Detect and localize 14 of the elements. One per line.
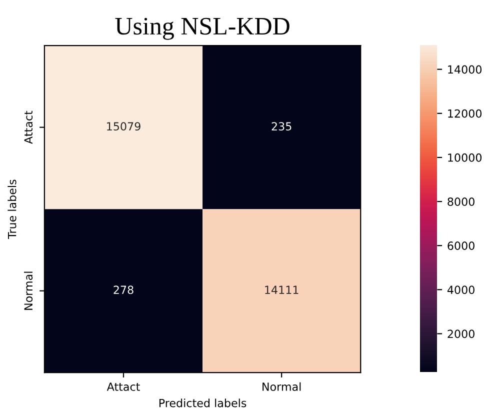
color-bar-label: 4000 <box>447 286 474 294</box>
color-bar-label: 2000 <box>448 330 474 338</box>
data-label: 235 <box>272 122 292 131</box>
chart-title: Using NSL-KDD <box>115 18 290 40</box>
color-bar-label: 14000 <box>448 65 482 74</box>
color-bar-label: 10000 <box>448 153 482 162</box>
color-bar-label: 6000 <box>448 242 474 250</box>
color-bar-label: 12000 <box>448 109 482 118</box>
data-label: 278 <box>114 286 134 294</box>
data-label: 15079 <box>107 122 140 131</box>
y-axis-title: True labels <box>8 180 16 239</box>
data-label: 14111 <box>265 286 298 294</box>
color-bar-label: 8000 <box>448 197 474 206</box>
x-axis-title: Predicted labels <box>159 398 246 408</box>
